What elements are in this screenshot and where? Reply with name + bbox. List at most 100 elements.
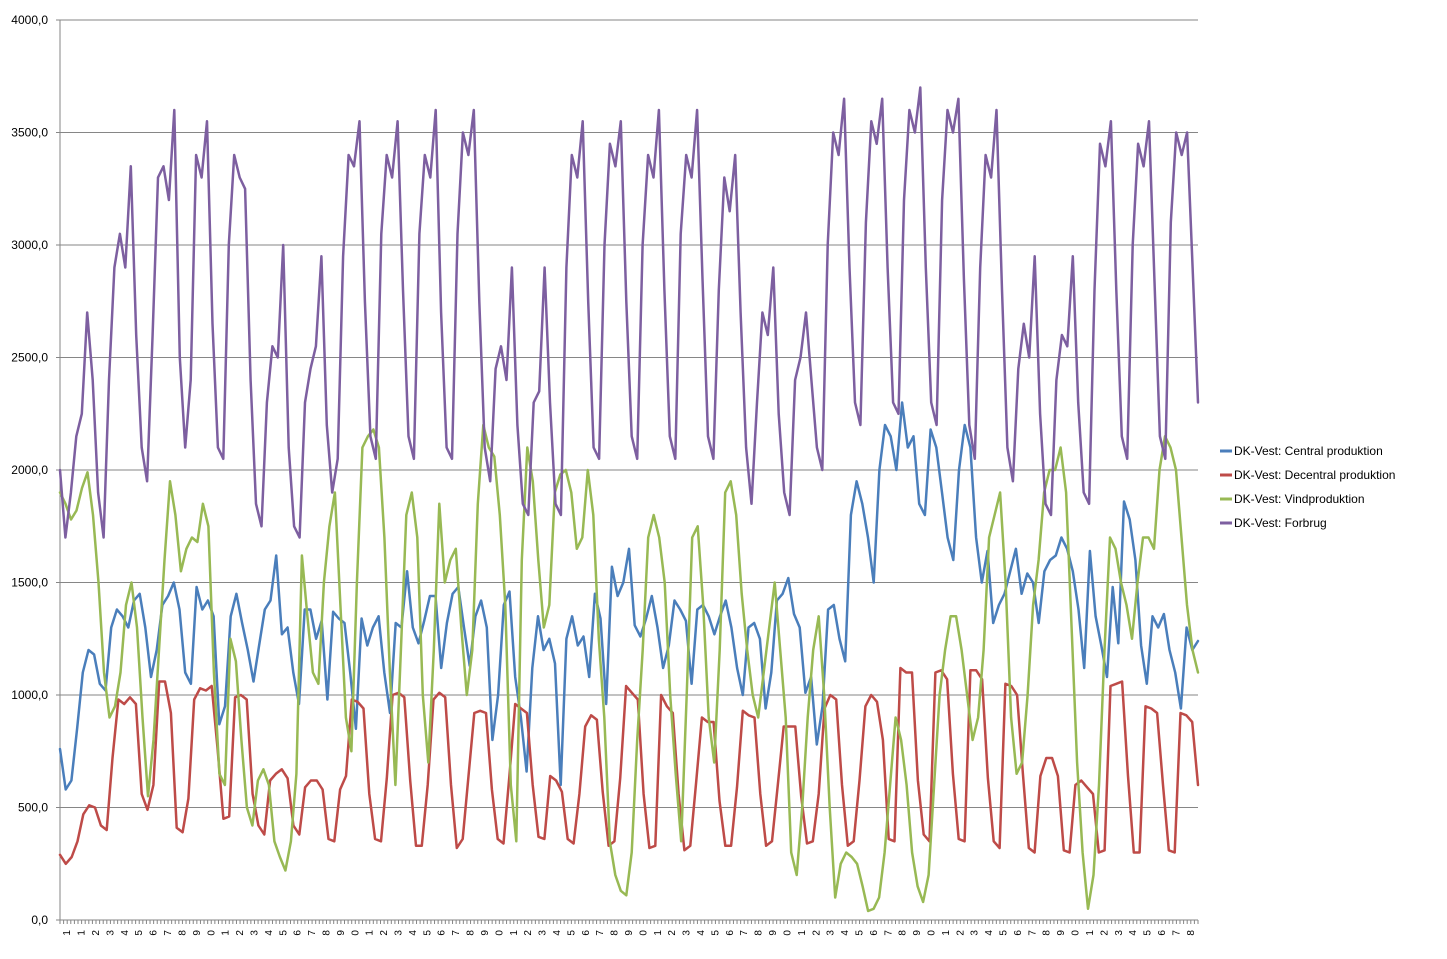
- x-tick-label: 1: [77, 930, 88, 936]
- x-tick-label: 4: [120, 930, 131, 936]
- x-tick-label: 1: [1085, 930, 1096, 936]
- x-tick-label: 5: [854, 930, 865, 936]
- y-tick-label: 0,0: [31, 913, 48, 927]
- series-lines: [58, 86, 1200, 913]
- x-tick-label: 2: [91, 930, 102, 936]
- x-tick-label: 7: [163, 930, 174, 936]
- x-tick-label: 5: [566, 930, 577, 936]
- x-tick-label: 3: [538, 930, 549, 936]
- legend-label: DK-Vest: Forbrug: [1234, 516, 1327, 530]
- x-tick-label: 9: [624, 930, 635, 936]
- y-tick-label: 3000,0: [11, 238, 48, 252]
- x-tick-label: 7: [883, 930, 894, 936]
- x-tick-label: 1: [62, 930, 73, 936]
- y-tick-label: 500,0: [18, 801, 48, 815]
- x-tick-label: 2: [955, 930, 966, 936]
- x-tick-label: 4: [408, 930, 419, 936]
- legend-label: DK-Vest: Decentral produktion: [1234, 468, 1395, 482]
- x-tick-label: 7: [451, 930, 462, 936]
- x-tick-label: 2: [667, 930, 678, 936]
- x-tick-label: 6: [581, 930, 592, 936]
- x-tick-label: 8: [177, 930, 188, 936]
- x-tick-label: 1: [221, 930, 232, 936]
- x-tick-label: 9: [1056, 930, 1067, 936]
- series-line: [58, 401, 1200, 791]
- x-tick-label: 6: [293, 930, 304, 936]
- x-tick-label: 5: [710, 930, 721, 936]
- x-tick-label: 4: [1128, 930, 1139, 936]
- x-tick-label: 8: [1042, 930, 1053, 936]
- x-tick-label: 6: [437, 930, 448, 936]
- x-tick-label: 2: [1099, 930, 1110, 936]
- x-tick-label: 4: [840, 930, 851, 936]
- x-tick-label: 8: [754, 930, 765, 936]
- x-tick-label: 9: [192, 930, 203, 936]
- x-tick-label: 9: [912, 930, 923, 936]
- x-tick-label: 5: [999, 930, 1010, 936]
- x-tick-label: 2: [811, 930, 822, 936]
- x-tick-label: 1: [653, 930, 664, 936]
- x-tick-label: 4: [264, 930, 275, 936]
- series-line: [58, 86, 1200, 539]
- legend: DK-Vest: Central produktion DK-Vest: Dece…: [1220, 444, 1395, 530]
- x-tick-label: 0: [206, 930, 217, 936]
- x-tick-label: 9: [480, 930, 491, 936]
- x-tick-label: 3: [105, 930, 116, 936]
- x-tick-label: 6: [725, 930, 736, 936]
- x-tick-label: 3: [1114, 930, 1125, 936]
- x-tick-label: 2: [235, 930, 246, 936]
- x-tick-label: 2: [379, 930, 390, 936]
- x-tick-label: 0: [638, 930, 649, 936]
- x-tick-label: 6: [1013, 930, 1024, 936]
- x-tick-label: 6: [1157, 930, 1168, 936]
- x-tick-label: 0: [350, 930, 361, 936]
- x-tick-label: 4: [552, 930, 563, 936]
- y-tick-label: 1500,0: [11, 576, 48, 590]
- x-tick-label: 6: [869, 930, 880, 936]
- x-tick-label: 0: [494, 930, 505, 936]
- y-tick-label: 1000,0: [11, 688, 48, 702]
- x-tick-label: 7: [739, 930, 750, 936]
- x-tick-label: 8: [466, 930, 477, 936]
- x-tick-label: 0: [927, 930, 938, 936]
- x-tick-label: 9: [336, 930, 347, 936]
- y-tick-label: 2500,0: [11, 351, 48, 365]
- x-tick-label: 8: [610, 930, 621, 936]
- x-tick-label: 5: [134, 930, 145, 936]
- series-line: [58, 666, 1200, 866]
- x-tick-label: 7: [1027, 930, 1038, 936]
- x-tick-label: 4: [984, 930, 995, 936]
- x-tick-label: 3: [682, 930, 693, 936]
- x-tick-label: 1: [509, 930, 520, 936]
- y-axis-ticks: 0,0 500,0 1000,0 1500,0 2000,0 2500,0 3000,0 35…: [11, 13, 60, 927]
- series-line: [58, 423, 1200, 913]
- x-tick-label: 8: [898, 930, 909, 936]
- x-tick-label: 7: [307, 930, 318, 936]
- x-tick-label: 8: [1186, 930, 1197, 936]
- x-tick-label: 2: [523, 930, 534, 936]
- x-tick-label: 3: [249, 930, 260, 936]
- x-tick-label: 7: [595, 930, 606, 936]
- x-tick-label: 5: [422, 930, 433, 936]
- x-tick-label: 5: [1143, 930, 1154, 936]
- x-tick-label: 3: [826, 930, 837, 936]
- y-tick-label: 4000,0: [11, 13, 48, 27]
- x-tick-label: 4: [696, 930, 707, 936]
- x-tick-label: 8: [321, 930, 332, 936]
- x-tick-label: 9: [768, 930, 779, 936]
- x-tick-label: 0: [782, 930, 793, 936]
- x-tick-label: 3: [394, 930, 405, 936]
- x-tick-label: 0: [1071, 930, 1082, 936]
- x-tick-label: 3: [970, 930, 981, 936]
- legend-label: DK-Vest: Central produktion: [1234, 444, 1383, 458]
- legend-label: DK-Vest: Vindproduktion: [1234, 492, 1365, 506]
- y-tick-label: 2000,0: [11, 463, 48, 477]
- x-tick-label: 1: [941, 930, 952, 936]
- x-tick-label: 1: [365, 930, 376, 936]
- x-tick-label: 1: [797, 930, 808, 936]
- x-tick-label: 7: [1171, 930, 1182, 936]
- x-tick-label: 6: [149, 930, 160, 936]
- x-tick-label: 5: [278, 930, 289, 936]
